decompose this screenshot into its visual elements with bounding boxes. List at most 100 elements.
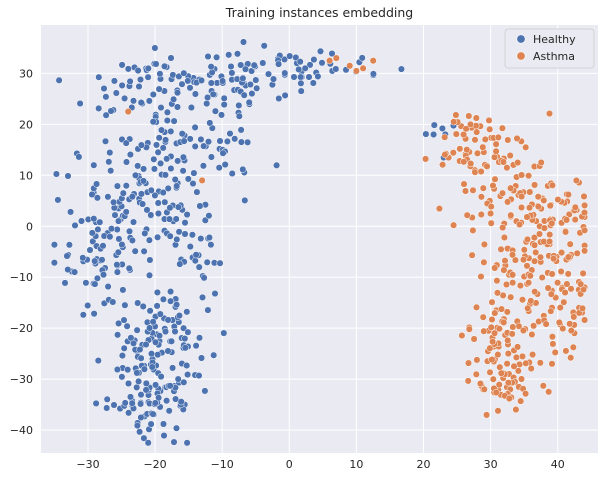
point-healthy <box>296 58 304 66</box>
point-healthy <box>64 172 72 180</box>
point-healthy <box>438 124 446 132</box>
point-healthy <box>170 95 178 103</box>
point-healthy <box>228 169 236 178</box>
point-healthy <box>169 364 177 372</box>
point-healthy <box>216 259 224 267</box>
point-healthy <box>239 74 247 82</box>
point-asthma <box>522 359 530 367</box>
point-healthy <box>219 149 227 157</box>
point-asthma <box>460 131 468 139</box>
point-healthy <box>184 77 192 85</box>
point-healthy <box>213 53 221 61</box>
point-healthy <box>126 393 135 401</box>
point-asthma <box>564 270 572 278</box>
point-healthy <box>165 215 174 223</box>
point-healthy <box>191 142 199 150</box>
point-healthy <box>207 63 215 71</box>
point-healthy <box>211 107 219 115</box>
point-healthy <box>151 399 159 407</box>
point-asthma <box>450 118 458 126</box>
point-healthy <box>157 373 165 381</box>
point-healthy <box>159 295 167 303</box>
point-asthma <box>500 318 508 326</box>
point-healthy <box>125 227 134 235</box>
point-healthy <box>250 61 258 69</box>
point-healthy <box>121 94 129 102</box>
point-healthy <box>226 130 234 138</box>
point-asthma <box>523 213 531 221</box>
point-healthy <box>162 136 170 144</box>
point-healthy <box>181 219 189 227</box>
y-tick-label: 0 <box>26 220 33 233</box>
point-healthy <box>220 101 228 109</box>
point-asthma <box>464 377 472 385</box>
point-asthma <box>512 353 520 361</box>
point-healthy <box>205 233 213 242</box>
point-healthy <box>204 93 212 102</box>
point-asthma <box>548 360 556 368</box>
point-asthma <box>465 112 473 120</box>
point-healthy <box>115 319 123 327</box>
point-healthy <box>136 428 144 436</box>
point-healthy <box>135 82 143 91</box>
point-asthma <box>547 290 555 298</box>
point-asthma <box>567 285 575 293</box>
point-healthy <box>179 153 187 161</box>
point-asthma <box>503 360 511 368</box>
point-healthy <box>139 177 148 185</box>
point-healthy <box>149 410 157 418</box>
point-healthy <box>163 108 171 116</box>
point-healthy <box>189 180 197 188</box>
point-healthy <box>259 59 267 67</box>
point-healthy <box>88 229 96 237</box>
point-asthma <box>441 151 449 159</box>
point-healthy <box>141 229 149 237</box>
point-healthy <box>127 334 135 342</box>
point-healthy <box>128 236 136 244</box>
point-healthy <box>216 137 224 145</box>
point-healthy <box>118 373 126 381</box>
point-healthy <box>142 386 150 394</box>
point-healthy <box>79 311 87 319</box>
point-healthy <box>136 76 145 84</box>
point-healthy <box>200 142 208 150</box>
point-healthy <box>184 328 192 336</box>
point-asthma <box>476 380 484 388</box>
point-asthma <box>559 325 567 333</box>
point-asthma <box>580 209 589 217</box>
point-healthy <box>102 111 110 119</box>
point-healthy <box>152 141 161 149</box>
point-asthma <box>473 356 481 364</box>
point-asthma <box>450 221 458 229</box>
point-healthy <box>167 54 175 62</box>
point-healthy <box>129 218 138 226</box>
point-asthma <box>507 184 515 192</box>
point-healthy <box>125 409 133 417</box>
point-healthy <box>114 248 122 256</box>
point-healthy <box>165 407 173 415</box>
point-healthy <box>179 167 187 175</box>
point-asthma <box>504 379 512 387</box>
point-healthy <box>430 130 438 139</box>
point-healthy <box>149 118 157 126</box>
point-asthma <box>460 158 468 166</box>
point-healthy <box>204 52 212 61</box>
point-healthy <box>181 335 189 343</box>
point-healthy <box>164 316 172 324</box>
point-healthy <box>118 61 126 69</box>
point-asthma <box>579 269 587 277</box>
point-healthy <box>103 395 111 403</box>
legend: Healthy Asthma <box>504 28 595 69</box>
point-asthma <box>556 304 564 312</box>
point-healthy <box>207 153 215 161</box>
point-asthma <box>540 196 548 204</box>
point-healthy <box>206 119 214 127</box>
point-healthy <box>77 217 86 225</box>
point-healthy <box>241 65 250 73</box>
point-asthma <box>487 219 495 227</box>
point-healthy <box>143 206 151 214</box>
point-healthy <box>151 44 159 52</box>
point-healthy <box>305 73 313 81</box>
point-asthma <box>480 258 488 266</box>
point-healthy <box>106 233 114 241</box>
